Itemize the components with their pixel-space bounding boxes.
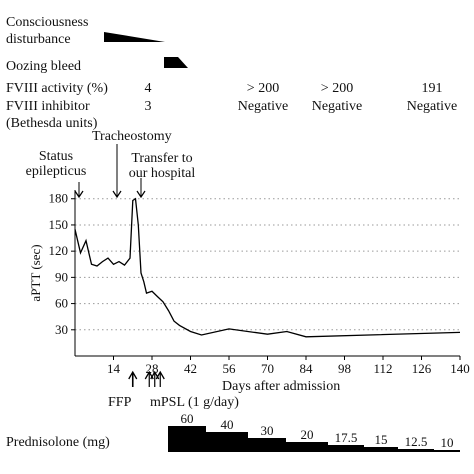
prednisolone-dose-label: 10	[441, 435, 454, 450]
x-tick-label: 56	[223, 361, 237, 376]
fviii-inhibitor-value: Negative	[312, 99, 363, 114]
treatment-label-mpsl: mPSL (1 g/day)	[150, 395, 239, 410]
fviii-activity-value: 191	[422, 81, 443, 96]
prednisolone-step	[286, 442, 328, 452]
row-label-consciousness: Consciousness disturbance	[6, 15, 88, 47]
y-tick-label: 90	[55, 269, 68, 284]
prednisolone-steps: 60 40 30 20 17.5 15 12.5 10	[168, 411, 460, 452]
fviii-activity-value: > 200	[321, 81, 353, 96]
treatment-label-ffp: FFP	[108, 395, 132, 410]
fviii-inhibitor-value: Negative	[407, 99, 458, 114]
x-tick-label: 70	[261, 361, 274, 376]
y-tick-label: 180	[49, 191, 69, 206]
prednisolone-dose-label: 30	[261, 423, 274, 438]
row-label-oozing: Oozing bleed	[6, 59, 81, 74]
x-tick-label: 98	[338, 361, 351, 376]
prednisolone-dose-label: 60	[181, 411, 194, 426]
prednisolone-dose-label: 40	[221, 417, 234, 432]
aptt-series-line	[74, 197, 461, 338]
consciousness-wedge	[104, 32, 165, 42]
row-label-fviii-activity: FVIII activity (%)	[6, 81, 108, 96]
prednisolone-step	[434, 450, 460, 452]
x-tick-label: 28	[146, 361, 159, 376]
prednisolone-label: Prednisolone (mg)	[6, 435, 110, 450]
prednisolone-dose-label: 17.5	[335, 430, 358, 445]
event-label: Transfer to our hospital	[129, 151, 196, 181]
event-arrow-head	[112, 190, 122, 199]
x-axis-label: Days after admission	[222, 379, 340, 394]
event-arrow-head	[136, 190, 146, 199]
prednisolone-step	[248, 438, 286, 452]
prednisolone-dose-label: 12.5	[405, 434, 428, 449]
fviii-activity-value: > 200	[247, 81, 279, 96]
treatment-annotations: FFP mPSL (1 g/day)	[108, 370, 239, 410]
y-tick-label: 60	[55, 296, 68, 311]
gridlines	[75, 198, 460, 331]
prednisolone-dose-label: 15	[375, 432, 388, 447]
event-annotations: Status epilepticus Tracheostomy Transfer to…	[26, 129, 196, 199]
treatment-arrow-head	[128, 370, 138, 380]
x-tick-label: 112	[373, 361, 392, 376]
prednisolone-step	[328, 445, 364, 452]
y-axis-label: aPTT (sec)	[28, 244, 43, 301]
y-tick-label: 30	[55, 322, 68, 337]
fviii-inhibitor-values: 3 Negative Negative Negative	[145, 99, 458, 114]
x-tick-label: 140	[450, 361, 470, 376]
prednisolone-step	[206, 432, 248, 452]
treatment-arrow-head	[155, 370, 165, 380]
y-tick-label: 120	[49, 243, 69, 258]
prednisolone-step	[364, 447, 398, 452]
x-tick-label: 14	[107, 361, 121, 376]
prednisolone-step	[398, 449, 434, 452]
event-label: Status epilepticus	[26, 149, 87, 179]
event-label: Tracheostomy	[92, 129, 172, 144]
prednisolone-step	[168, 426, 206, 452]
y-ticks: 30 60 90 120 150 180	[49, 191, 75, 337]
oozing-wedge	[164, 57, 188, 68]
y-tick-label: 150	[49, 217, 69, 232]
x-tick-label: 42	[184, 361, 197, 376]
x-tick-label: 126	[412, 361, 432, 376]
fviii-inhibitor-value: Negative	[238, 99, 289, 114]
event-arrow-head	[74, 190, 84, 199]
fviii-activity-values: 4 > 200 > 200 191	[145, 81, 443, 96]
row-label-fviii-inhibitor: FVIII inhibitor (Bethesda units)	[6, 99, 98, 131]
x-tick-label: 84	[300, 361, 314, 376]
fviii-activity-value: 4	[145, 81, 152, 96]
fviii-inhibitor-value: 3	[145, 99, 152, 114]
prednisolone-dose-label: 20	[301, 427, 314, 442]
